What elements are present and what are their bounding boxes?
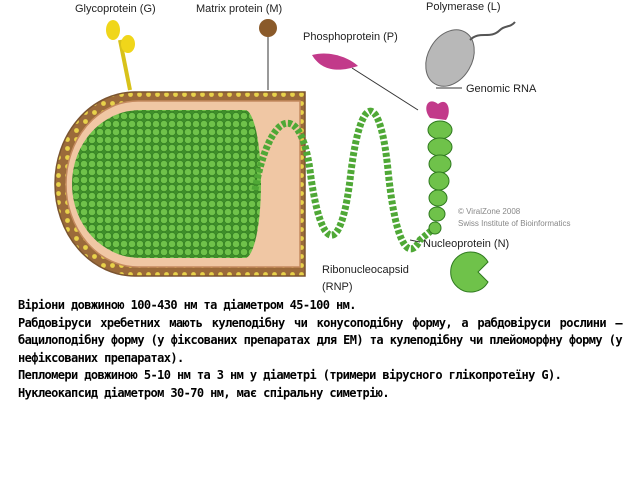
phosphoprotein-bound: [426, 101, 449, 120]
rnp-coil: [427, 120, 453, 235]
phospho-pointer: [351, 67, 419, 111]
glycoprotein-icon: [106, 20, 135, 91]
copyright: © ViralZone 2008: [458, 207, 521, 216]
matrix-icon: [259, 19, 277, 37]
polymerase-icon: [425, 29, 475, 87]
paragraph: Рабдовіруси хребетних мають кулеподібну …: [18, 315, 623, 365]
nucleocapsid-end: [229, 110, 261, 258]
label: (RNP): [322, 281, 353, 293]
rnp-strand: [251, 107, 435, 253]
institute: Swiss Institute of Bioinformatics: [458, 219, 570, 228]
paragraph: Віріони довжиною 100-430 нм та діаметром…: [18, 298, 356, 312]
label: Matrix protein (M): [196, 3, 282, 15]
paragraph: Нуклеокапсид діаметром 30-70 нм, має спі…: [18, 385, 390, 400]
phosphoprotein-icon: [312, 53, 358, 70]
label: Polymerase (L): [426, 1, 501, 13]
rna-strand: [469, 21, 516, 41]
label: Genomic RNA: [466, 83, 537, 95]
label: Phosphoprotein (P): [303, 31, 398, 43]
label: Ribonucleocapsid: [322, 264, 409, 276]
virus-diagram: Glycoprotein (G) Matrix protein (M) Poly…: [54, 1, 570, 293]
np-pointer: [409, 239, 421, 243]
label: Nucleoprotein (N): [423, 238, 509, 250]
label: Glycoprotein (G): [75, 3, 156, 15]
nucleoprotein-icon: [450, 251, 489, 293]
nucleocapsid: [72, 110, 245, 258]
paragraph: Пепломери довжиною 5-10 нм та 3 нм у діа…: [18, 368, 562, 382]
description: Віріони довжиною 100-430 нм та діаметром…: [18, 297, 623, 402]
